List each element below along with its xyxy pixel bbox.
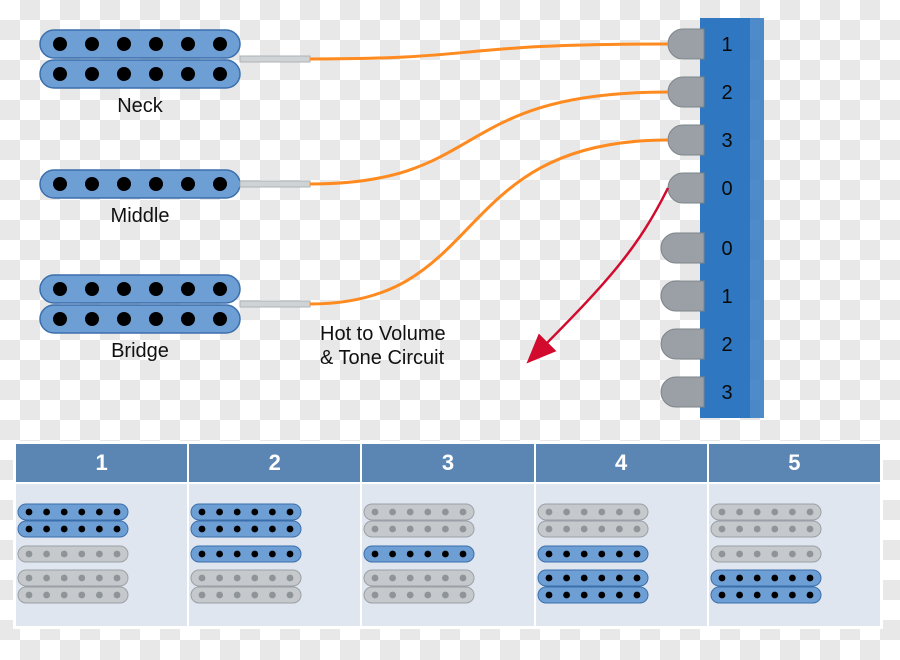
wiring-diagram: Neck Middle Bridge 1 2 3 0 0 1 2 3 Hot to Volume& T… (0, 0, 900, 440)
positions-table: 12345 (14, 442, 882, 628)
switch-lug-label-7: 3 (721, 382, 732, 404)
table-header: 3 (361, 443, 534, 483)
pickup-middle: Middle (40, 170, 310, 227)
switch-lug-label-0: 1 (721, 34, 732, 56)
table-header: 2 (188, 443, 361, 483)
hot-output-arrow (530, 188, 668, 360)
wire-middle (310, 92, 668, 184)
wire-bridge (310, 140, 668, 304)
wire-neck (310, 44, 668, 59)
table-cell-pos2 (188, 483, 361, 627)
pickup-label-middle: Middle (111, 205, 170, 227)
switch-lug-label-5: 1 (721, 286, 732, 308)
pickup-neck: Neck (40, 30, 310, 117)
selector-switch: 1 2 3 0 0 1 2 3 (661, 18, 764, 418)
pickup-bridge: Bridge (40, 275, 310, 362)
switch-lug-label-4: 0 (721, 238, 732, 260)
table-cell-pos3 (361, 483, 534, 627)
table-header: 4 (535, 443, 708, 483)
table-cell-pos4 (535, 483, 708, 627)
table-header: 5 (708, 443, 881, 483)
switch-lug-label-2: 3 (721, 130, 732, 152)
hot-output-label-0: Hot to Volume (320, 323, 446, 345)
table-cell-pos5 (708, 483, 881, 627)
hot-output-label-1: & Tone Circuit (320, 347, 445, 369)
switch-lug-label-1: 2 (721, 82, 732, 104)
table-cell-pos1 (15, 483, 188, 627)
table-header: 1 (15, 443, 188, 483)
switch-lug-label-6: 2 (721, 334, 732, 356)
pickup-label-neck: Neck (117, 95, 164, 117)
pickup-label-bridge: Bridge (111, 340, 169, 362)
switch-lug-label-3: 0 (721, 178, 732, 200)
